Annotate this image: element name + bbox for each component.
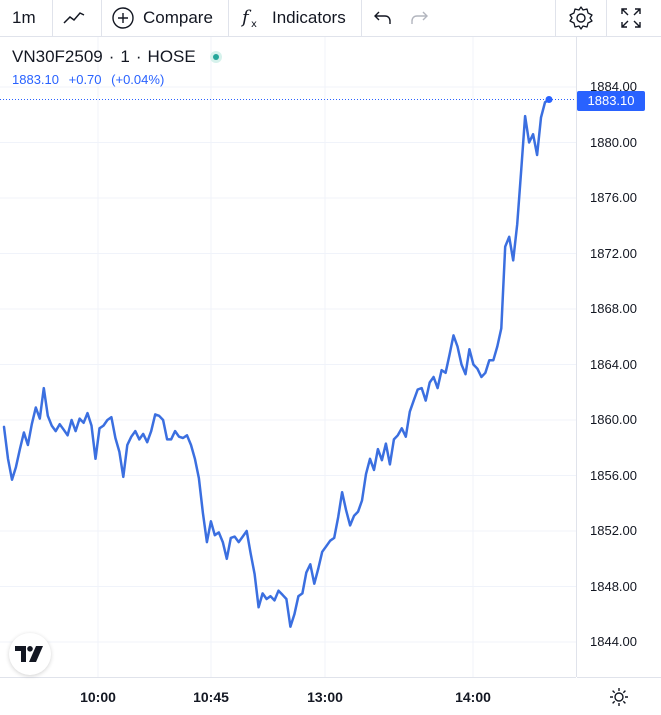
price-axis[interactable]: 1884.00 1880.00 1876.00 1872.00 1868.00 1864.…: [576, 37, 661, 677]
plus-circle-icon: [111, 6, 135, 30]
toolbar-divider: [361, 0, 362, 36]
time-tick-label: 13:00: [307, 689, 343, 705]
symbol-legend: VN30F2509 · 1 · HOSE 1883.10 +0.70 (+0.0…: [12, 44, 222, 87]
settings-icon: [568, 5, 594, 31]
symbol-name[interactable]: VN30F2509: [12, 47, 103, 66]
undo-button[interactable]: [373, 0, 393, 36]
price-series-line: [2, 98, 551, 628]
price-tick-label: 1876.00: [590, 190, 637, 205]
last-price-point: [545, 95, 553, 103]
toolbar-divider: [101, 0, 102, 36]
price-tick-label: 1864.00: [590, 356, 637, 372]
price-tick-label: 1844.00: [590, 634, 637, 649]
time-tick-label: 14:00: [455, 689, 491, 705]
toolbar-divider: [228, 0, 229, 36]
axis-settings-button[interactable]: [577, 677, 661, 715]
market-status-icon[interactable]: [209, 51, 222, 63]
interval-label: 1m: [12, 8, 36, 27]
price-tick-label: 1872.00: [590, 245, 637, 261]
chart-type-icon: [62, 8, 88, 28]
price-tick-label: 1880.00: [590, 134, 637, 150]
price-tick-label: 1848.00: [590, 578, 637, 594]
tradingview-logo[interactable]: [9, 633, 51, 675]
price-tick-label: 1856.00: [590, 467, 637, 483]
svg-text:x: x: [251, 19, 257, 30]
legend-change-pct: (+0.04%): [111, 72, 165, 87]
fullscreen-icon: [619, 6, 643, 30]
fullscreen-button[interactable]: [619, 0, 643, 36]
indicators-label: Indicators: [272, 8, 346, 27]
interval-button[interactable]: 1m: [12, 0, 36, 36]
legend-separator: ·: [135, 47, 142, 66]
price-tick-label: 1884.00: [590, 79, 637, 94]
last-price-label: 1883.10: [577, 91, 645, 111]
legend-price: 1883.10: [12, 72, 59, 87]
vertical-grid: [97, 37, 474, 677]
legend-separator: ·: [108, 47, 115, 66]
toolbar-divider: [555, 0, 556, 36]
toolbar-divider: [52, 0, 53, 36]
price-tick-label: 1868.00: [590, 301, 637, 316]
sun-icon: [608, 686, 630, 708]
price-chart[interactable]: [0, 37, 576, 677]
svg-text:f: f: [241, 7, 252, 28]
redo-button[interactable]: [409, 0, 429, 36]
time-tick-label: 10:45: [193, 689, 229, 705]
chart-type-button[interactable]: [62, 0, 88, 36]
compare-label: Compare: [143, 8, 213, 27]
legend-change: +0.70: [68, 72, 102, 87]
redo-icon: [409, 8, 429, 28]
exchange-name: HOSE: [147, 47, 196, 66]
legend-interval: 1: [120, 47, 130, 66]
price-tick-label: 1852.00: [590, 523, 637, 538]
time-tick-label: 10:00: [80, 689, 116, 705]
settings-button[interactable]: [568, 0, 594, 36]
time-axis[interactable]: 10:00 10:45 13:00 14:00: [0, 677, 576, 715]
price-tick-label: 1860.00: [590, 412, 637, 427]
undo-icon: [373, 8, 393, 28]
horizontal-grid: [0, 86, 576, 643]
toolbar-divider: [606, 0, 607, 36]
compare-button[interactable]: Compare: [111, 0, 213, 36]
tradingview-logo-icon: [15, 646, 43, 662]
